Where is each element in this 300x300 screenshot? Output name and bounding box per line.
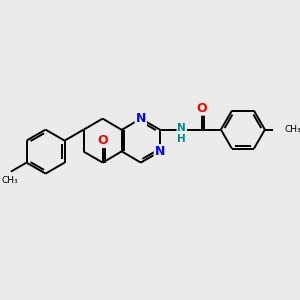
Text: O: O [98,134,108,147]
Text: CH₃: CH₃ [284,125,300,134]
Text: CH₃: CH₃ [1,176,18,185]
Text: N: N [154,145,165,158]
Text: O: O [196,102,207,115]
Text: N
H: N H [177,123,186,144]
Text: N: N [136,112,146,125]
